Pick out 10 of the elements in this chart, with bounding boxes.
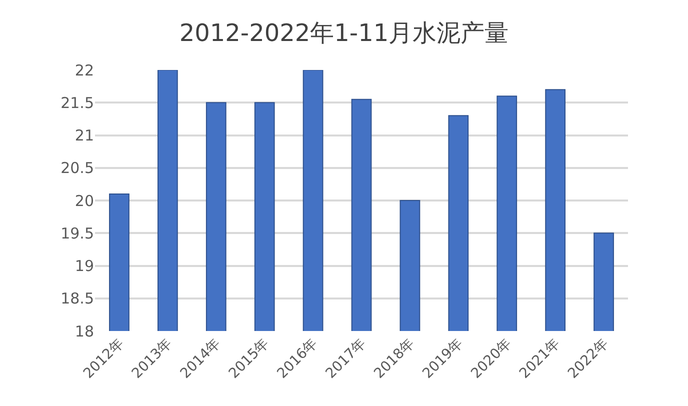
y-tick-label: 20 [74, 192, 94, 210]
y-tick-label: 19 [74, 257, 94, 275]
y-tick-label: 20.5 [60, 159, 94, 178]
chart-title: 2012-2022年1-11月水泥产量 [179, 19, 509, 48]
y-tick-label: 19.5 [60, 224, 94, 242]
y-tick-label: 18 [74, 322, 94, 340]
y-tick-label: 21.5 [60, 94, 94, 112]
y-tick-label: 22 [74, 61, 94, 80]
y-tick-label: 21 [74, 126, 94, 144]
y-tick-label: 18.5 [60, 290, 94, 308]
